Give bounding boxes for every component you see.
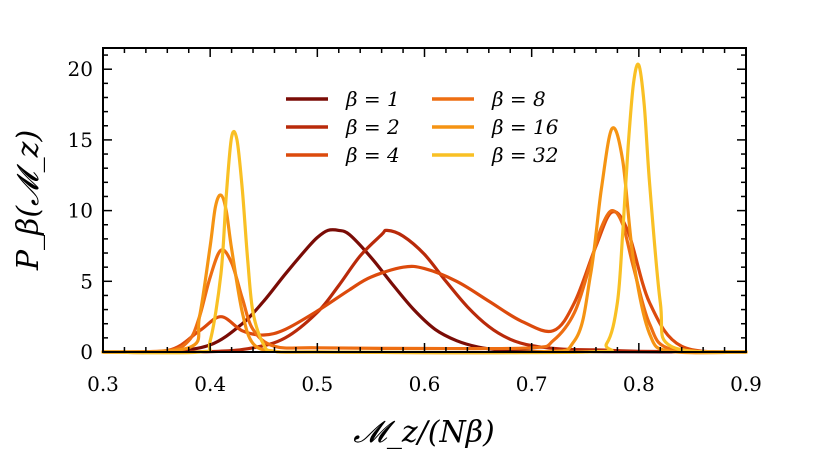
legend-label: β = 8 [491,87,546,111]
series-curves [101,62,748,355]
y-tick-label: 15 [68,128,93,152]
legend-label: β = 32 [491,143,558,167]
legend-label: β = 16 [491,115,559,139]
legend-label: β = 2 [345,115,400,139]
x-tick-label: 0.5 [301,372,333,396]
axis-ticks [102,48,747,353]
y-tick-label: 5 [80,269,93,293]
legend-label: β = 1 [345,87,400,111]
x-tick-label: 0.7 [516,372,548,396]
y-axis-label: P_β(𝓜_z) [11,130,46,271]
x-tick-labels: 0.3 0.4 0.5 0.6 0.7 0.8 0.9 [87,372,762,396]
y-tick-label: 20 [68,57,93,81]
y-tick-label: 10 [68,199,93,223]
x-tick-label: 0.6 [409,372,441,396]
x-tick-label: 0.9 [730,372,762,396]
x-tick-label: 0.8 [623,372,655,396]
x-tick-label: 0.4 [194,372,226,396]
legend: β = 1 β = 2 β = 4 β = 8 β = 16 β = 32 [286,87,559,167]
legend-label: β = 4 [345,143,400,167]
x-tick-label: 0.3 [87,372,119,396]
y-tick-labels: 0 5 10 15 20 [68,57,93,364]
y-tick-label: 0 [80,340,93,364]
x-axis-label: 𝓜_z/(Nβ) [353,415,495,450]
